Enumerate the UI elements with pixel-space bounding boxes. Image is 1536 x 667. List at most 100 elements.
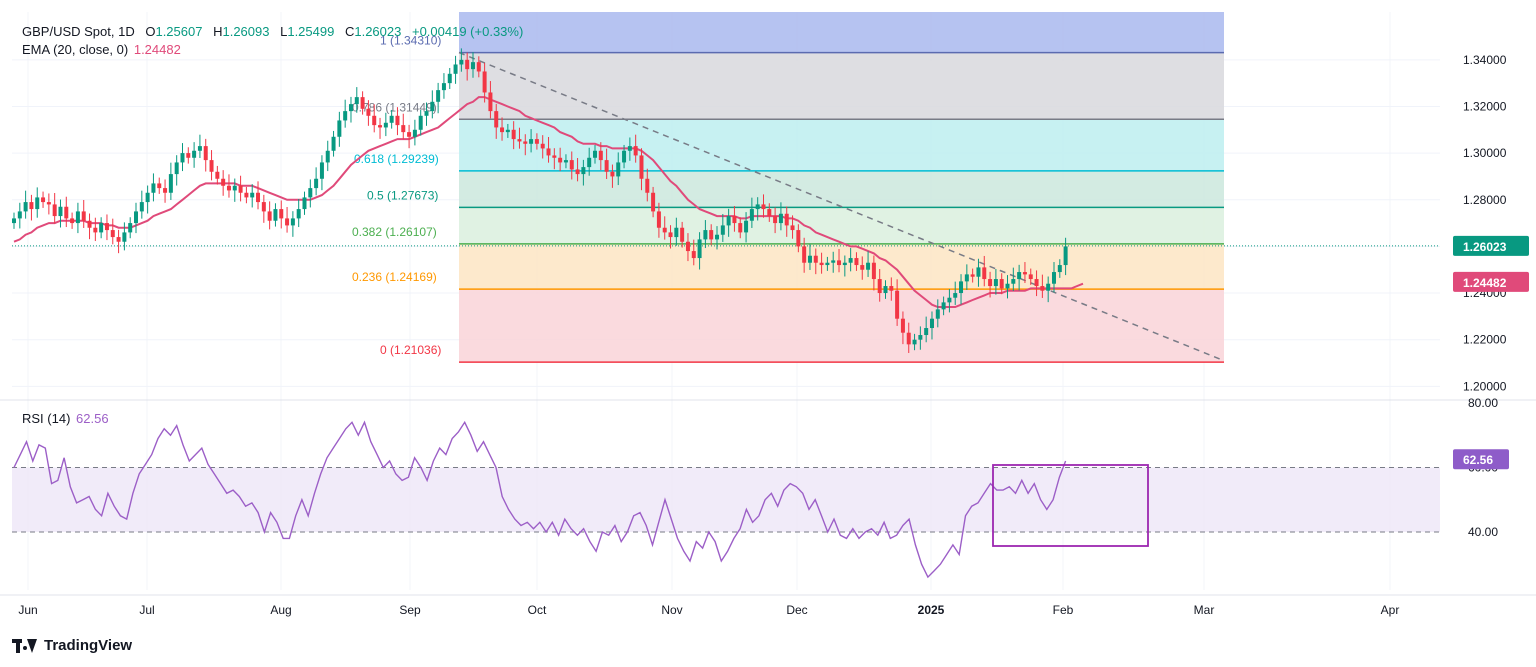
- candle-body[interactable]: [552, 155, 557, 158]
- candle-body[interactable]: [250, 192, 255, 198]
- candle-body[interactable]: [139, 202, 144, 212]
- candle-body[interactable]: [383, 122, 388, 128]
- candle-body[interactable]: [75, 211, 80, 224]
- candle-body[interactable]: [569, 160, 574, 170]
- candle-body[interactable]: [244, 192, 249, 198]
- candle-body[interactable]: [424, 111, 429, 116]
- candle-body[interactable]: [778, 213, 783, 224]
- candle-body[interactable]: [500, 127, 505, 133]
- candle-body[interactable]: [389, 115, 394, 123]
- candle-body[interactable]: [796, 230, 801, 247]
- candle-body[interactable]: [395, 115, 400, 126]
- candle-body[interactable]: [860, 265, 865, 270]
- candle-body[interactable]: [157, 183, 162, 189]
- candle-body[interactable]: [209, 160, 214, 172]
- candle-body[interactable]: [523, 141, 528, 144]
- last-price-badge[interactable]: [1453, 235, 1529, 256]
- candle-body[interactable]: [134, 211, 139, 224]
- candle-body[interactable]: [273, 209, 278, 221]
- candle-body[interactable]: [802, 246, 807, 263]
- candle-body[interactable]: [354, 97, 359, 105]
- candle-body[interactable]: [238, 185, 243, 193]
- candle-body[interactable]: [174, 162, 179, 175]
- candle-body[interactable]: [180, 153, 185, 163]
- candle-body[interactable]: [459, 59, 464, 65]
- candle-body[interactable]: [773, 216, 778, 224]
- candle-body[interactable]: [639, 155, 644, 179]
- candle-body[interactable]: [854, 258, 859, 266]
- candle-body[interactable]: [232, 185, 237, 191]
- candle-body[interactable]: [680, 227, 685, 242]
- candle-body[interactable]: [610, 171, 615, 177]
- candle-body[interactable]: [656, 211, 661, 228]
- candle-body[interactable]: [935, 309, 940, 319]
- candle-body[interactable]: [505, 129, 510, 133]
- candle-body[interactable]: [1051, 272, 1056, 284]
- candle-body[interactable]: [1034, 279, 1039, 287]
- candle-body[interactable]: [558, 157, 563, 163]
- candle-body[interactable]: [447, 73, 452, 84]
- rsi-badge[interactable]: [1453, 449, 1509, 470]
- candle-body[interactable]: [941, 302, 946, 310]
- candle-body[interactable]: [319, 162, 324, 179]
- candle-body[interactable]: [947, 297, 952, 303]
- candle-body[interactable]: [709, 230, 714, 240]
- candle-body[interactable]: [784, 213, 789, 226]
- candle-body[interactable]: [837, 260, 842, 266]
- candle-body[interactable]: [331, 136, 336, 151]
- candle-body[interactable]: [825, 262, 830, 266]
- candle-body[interactable]: [581, 167, 586, 175]
- candle-body[interactable]: [41, 197, 46, 203]
- candle-body[interactable]: [767, 209, 772, 217]
- candle-body[interactable]: [517, 139, 522, 142]
- candle-body[interactable]: [622, 150, 627, 163]
- candle-body[interactable]: [674, 227, 679, 238]
- candle-body[interactable]: [831, 260, 836, 263]
- candle-body[interactable]: [697, 239, 702, 259]
- candle-body[interactable]: [488, 92, 493, 112]
- candle-body[interactable]: [285, 218, 290, 226]
- candle-body[interactable]: [401, 125, 406, 133]
- candle-body[interactable]: [732, 216, 737, 224]
- candle-body[interactable]: [81, 211, 86, 221]
- candle-body[interactable]: [116, 237, 121, 242]
- candle-body[interactable]: [192, 150, 197, 158]
- candle-body[interactable]: [918, 335, 923, 340]
- candle-body[interactable]: [645, 178, 650, 193]
- candle-body[interactable]: [970, 274, 975, 277]
- candle-body[interactable]: [912, 339, 917, 345]
- candle-body[interactable]: [668, 232, 673, 238]
- candle-body[interactable]: [959, 281, 964, 294]
- candle-body[interactable]: [720, 225, 725, 235]
- candle-body[interactable]: [93, 227, 98, 233]
- candle-body[interactable]: [372, 115, 377, 126]
- candle-body[interactable]: [726, 216, 731, 226]
- candle-body[interactable]: [197, 146, 202, 151]
- candle-body[interactable]: [23, 202, 28, 212]
- candle-body[interactable]: [87, 220, 92, 228]
- candle-body[interactable]: [436, 90, 441, 102]
- candle-body[interactable]: [691, 251, 696, 259]
- trendline-dashed[interactable]: [458, 51, 1225, 362]
- candle-body[interactable]: [819, 262, 824, 266]
- candle-body[interactable]: [1005, 283, 1010, 289]
- candle-body[interactable]: [360, 97, 365, 109]
- rsi-highlight-box[interactable]: [992, 464, 1149, 547]
- candle-body[interactable]: [563, 160, 568, 163]
- candle-body[interactable]: [470, 62, 475, 70]
- symbol-label[interactable]: GBP/USD Spot, 1D: [22, 24, 135, 39]
- candle-body[interactable]: [877, 279, 882, 294]
- candle-body[interactable]: [627, 146, 632, 151]
- candle-body[interactable]: [343, 111, 348, 121]
- candle-body[interactable]: [906, 332, 911, 345]
- candle-body[interactable]: [529, 139, 534, 144]
- candle-body[interactable]: [337, 120, 342, 137]
- candle-body[interactable]: [598, 150, 603, 161]
- candle-body[interactable]: [482, 71, 487, 93]
- candle-body[interactable]: [128, 223, 133, 233]
- candle-body[interactable]: [296, 209, 301, 219]
- candle-body[interactable]: [151, 183, 156, 193]
- candle-body[interactable]: [953, 293, 958, 298]
- candle-body[interactable]: [256, 192, 261, 203]
- candle-body[interactable]: [999, 279, 1004, 289]
